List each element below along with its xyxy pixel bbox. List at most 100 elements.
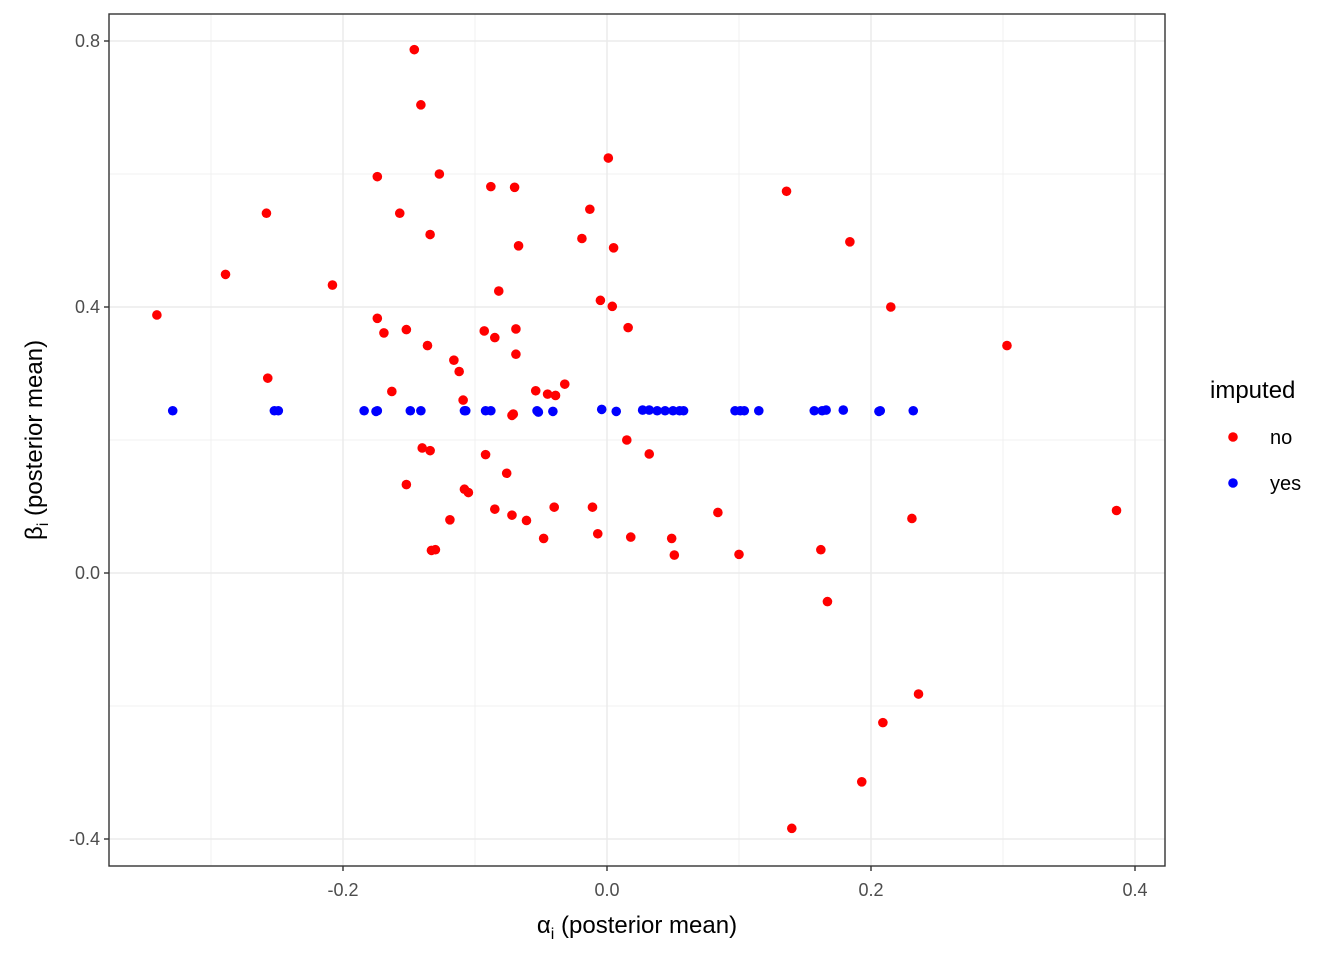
point-no [666,533,677,544]
minor-gridlines [109,14,1165,866]
point-no [603,153,614,163]
point-yes [405,405,416,416]
point-yes [611,406,622,417]
point-yes [644,405,655,415]
point-no [509,182,520,193]
point-no [623,322,633,333]
point-no [449,355,459,366]
point-no [401,324,412,335]
point-yes [167,405,178,416]
point-no [511,349,521,360]
point-no [372,171,383,182]
point-no [394,208,405,219]
point-yes [875,405,886,416]
point-no [669,550,680,560]
point-no [445,515,455,525]
point-no [409,44,420,55]
legend: imputed no yes [1210,377,1301,495]
point-no [607,301,618,312]
y-tick-label: 0.4 [75,297,100,317]
point-no [577,233,587,244]
point-no [550,390,561,401]
point-yes [533,407,544,417]
point-no [713,507,723,518]
point-no [479,326,490,336]
point-no [856,777,867,787]
point-no [261,208,272,219]
point-no [781,186,792,197]
point-yes [416,405,426,416]
point-no [327,280,338,290]
point-no [458,395,468,405]
point-no [608,243,619,253]
legend-item-yes: yes [1228,473,1301,495]
point-no [734,549,744,560]
point-yes [548,406,558,417]
point-no [434,169,445,179]
point-no [787,823,797,834]
legend-key-no-icon [1228,432,1238,442]
point-no [379,328,389,338]
point-yes [652,405,662,416]
point-no [430,544,441,555]
point-no [463,487,474,498]
point-no [521,515,532,526]
point-no [486,181,496,192]
point-no [549,502,559,512]
y-axis-title: βi (posterior mean) [21,340,52,540]
legend-item-no: no [1228,427,1292,449]
point-no [587,502,598,512]
point-no [511,324,521,334]
legend-key-yes-icon [1228,478,1238,488]
point-no [490,504,500,514]
point-no [538,533,549,544]
point-no [372,313,383,324]
point-no [907,513,917,524]
x-axis: -0.2 0.0 0.2 0.4 [327,866,1148,900]
point-no [913,689,924,699]
point-yes [273,405,284,416]
point-no [822,596,833,607]
point-no [622,435,632,445]
point-yes [660,405,670,416]
point-no [585,204,595,215]
point-no [152,310,162,320]
point-no [425,229,435,240]
point-no [644,449,655,459]
point-yes [359,405,369,416]
point-yes [821,405,831,415]
point-no [401,479,412,490]
point-no [508,409,519,419]
point-no [886,302,896,312]
y-axis: -0.4 0.0 0.4 0.8 [69,31,109,849]
point-no [507,510,517,520]
point-no [1111,505,1122,516]
point-yes [838,405,849,415]
point-no [878,717,888,728]
point-yes [809,405,820,416]
x-tick-label: 0.0 [594,880,619,900]
y-tick-label: -0.4 [69,829,100,849]
point-yes [908,405,919,416]
x-tick-label: 0.4 [1122,880,1147,900]
point-yes [486,405,496,416]
point-no [416,100,426,110]
legend-label: no [1270,427,1292,449]
point-yes [754,405,764,416]
point-no [422,340,433,351]
point-no [592,528,603,539]
point-yes [372,405,383,416]
point-yes [739,405,750,416]
point-yes [637,405,648,415]
legend-label: yes [1270,473,1301,495]
point-no [417,443,428,453]
point-yes [460,405,471,416]
point-yes [668,405,678,416]
point-no [480,449,491,460]
point-no [595,295,606,306]
x-tick-label: 0.2 [858,880,883,900]
data-points [152,44,1122,834]
point-no [425,445,435,456]
y-tick-label: 0.8 [75,31,100,51]
